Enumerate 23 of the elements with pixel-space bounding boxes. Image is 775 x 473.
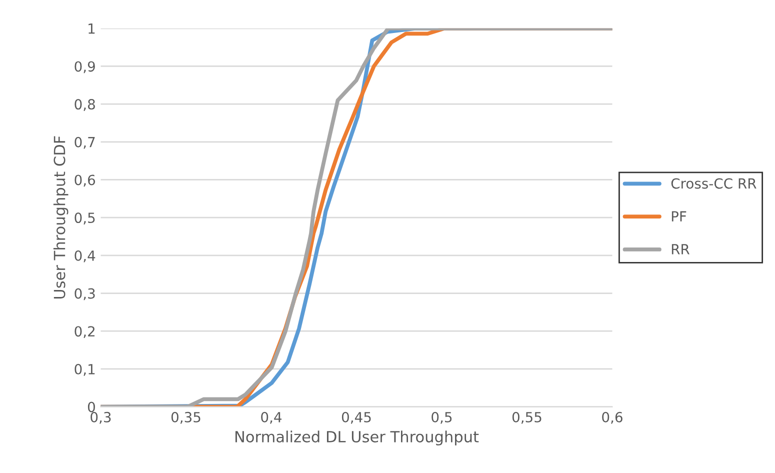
y-tick-label: 0,6 [74,174,96,187]
x-axis-title: Normalized DL User Throughput [235,430,479,446]
x-tick-label: 0,35 [171,412,200,424]
x-tick-label: 0,5 [432,412,452,424]
line-series [100,28,612,407]
y-tick-label: 0,7 [74,136,95,149]
y-tick-label: 0,4 [74,250,96,262]
y-tick-label: 1 [88,24,95,34]
y-tick-label: 0 [88,402,95,412]
y-tick-label: 0,2 [74,326,94,338]
x-tick-label: 0,4 [261,412,282,424]
legend-label: RR [672,244,690,254]
x-tick-label: 0,6 [602,412,622,424]
y-tick-label: 0,1 [74,364,95,376]
y-axis-title: User Throughput CDF [53,136,68,298]
y-tick-label: 0,5 [74,212,95,224]
y-tick-label: 0,3 [74,288,95,300]
y-tick-label: 0,9 [74,61,95,74]
x-tick-label: 0,55 [512,412,542,424]
legend-label: Cross-CC RR [671,178,756,189]
y-tick-label: 0,8 [74,99,95,111]
x-tick-label: 0,45 [342,412,371,424]
legend-label: PF [672,211,686,222]
